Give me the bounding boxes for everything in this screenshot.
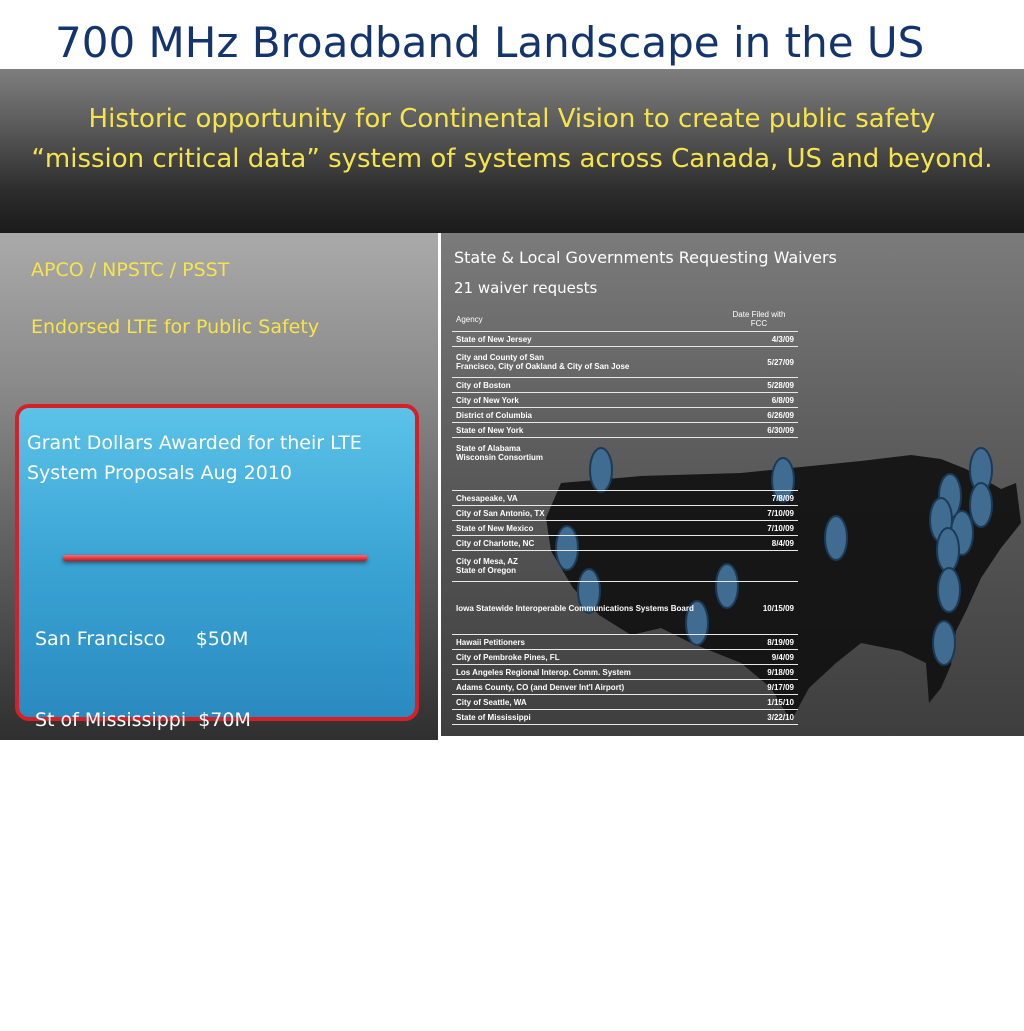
table-header-row: Agency Date Filed with FCC	[452, 307, 798, 332]
table-row: City of Charlotte, NC 8/4/09	[452, 535, 798, 551]
right-panel: State & Local Governments Requesting Wai…	[441, 233, 1024, 736]
table-row: City of Mesa, AZ State of Oregon	[452, 550, 798, 582]
date-cell: 7/10/09	[720, 505, 798, 521]
table-row: State of Alabama Wisconsin Consortium	[452, 437, 798, 491]
date-cell: 6/30/09	[720, 422, 798, 438]
table-row: Iowa Statewide Interoperable Communicati…	[452, 581, 798, 635]
date-cell	[720, 550, 798, 582]
agency-line: City and County of San	[456, 353, 544, 362]
agency-cell: City of Charlotte, NC	[452, 535, 720, 551]
award-item: St of Mississippi $70M	[35, 709, 251, 731]
slide-title: 700 MHz Broadband Landscape in the US	[55, 18, 925, 67]
date-cell: 5/28/09	[720, 377, 798, 393]
agency-cell: City of Pembroke Pines, FL	[452, 649, 720, 665]
agency-cell: City of San Antonio, TX	[452, 505, 720, 521]
award-item: State of New Mexico $39M	[35, 952, 289, 974]
table-row: City of Pembroke Pines, FL 9/4/09	[452, 649, 798, 665]
agency-cell: Los Angeles Regional Interop. Comm. Syst…	[452, 664, 720, 680]
agency-line: State of Alabama	[456, 444, 521, 453]
date-cell: 8/19/09	[720, 634, 798, 650]
table-row: State of New York 6/30/09	[452, 422, 798, 438]
endorsed-lte-line: Endorsed LTE for Public Safety	[31, 316, 320, 338]
table-row: City of New York 6/8/09	[452, 392, 798, 408]
agency-line: Francisco, City of Oakland & City of San…	[456, 362, 630, 371]
agency-cell: District of Columbia	[452, 407, 720, 423]
date-cell: 9/4/09	[720, 649, 798, 665]
agency-cell: Iowa Statewide Interoperable Communicati…	[452, 581, 720, 635]
agency-cell: State of New York	[452, 422, 720, 438]
column-header-agency: Agency	[452, 307, 720, 332]
table-row: Adams County, CO (and Denver Int'l Airpo…	[452, 679, 798, 695]
column-header-date: Date Filed with FCC	[720, 307, 798, 332]
table-row: State of New Jersey 4/3/09	[452, 331, 798, 347]
grant-title: Grant Dollars Awarded for their LTE Syst…	[27, 432, 362, 484]
agency-cell: Hawaii Petitioners	[452, 634, 720, 650]
date-cell: 10/15/09	[720, 581, 798, 635]
date-cell: 6/8/09	[720, 392, 798, 408]
waivers-count: 21 waiver requests	[454, 279, 598, 297]
agency-line: State of Oregon	[456, 566, 517, 575]
agency-cell: Adams County, CO (and Denver Int'l Airpo…	[452, 679, 720, 695]
marker	[932, 620, 956, 666]
date-cell: 9/18/09	[720, 664, 798, 680]
date-cell: 5/27/09	[720, 346, 798, 378]
marker	[936, 527, 960, 573]
table-row: City of San Antonio, TX 7/10/09	[452, 505, 798, 521]
waivers-header: State & Local Governments Requesting Wai…	[454, 248, 837, 267]
marker	[937, 567, 961, 613]
marker	[969, 482, 993, 528]
award-item: City of Charlotte $16M	[35, 790, 256, 812]
table-row: Hawaii Petitioners 8/19/09	[452, 634, 798, 650]
agency-cell: City of Boston	[452, 377, 720, 393]
date-cell: 1/15/10	[720, 694, 798, 710]
award-item: San Francisco $50M	[35, 628, 249, 650]
marker	[824, 515, 848, 561]
table-row: City of Boston 5/28/09	[452, 377, 798, 393]
agency-cell: State of New Mexico	[452, 520, 720, 536]
agency-cell: State of Alabama Wisconsin Consortium	[452, 437, 720, 491]
banner: Historic opportunity for Continental Vis…	[0, 69, 1024, 233]
table-row: City and County of San Francisco, City of…	[452, 346, 798, 378]
banner-text: Historic opportunity for Continental Vis…	[31, 104, 993, 174]
grant-box: Grant Dollars Awarded for their LTE Syst…	[15, 404, 419, 974]
date-cell: 7/8/09	[720, 490, 798, 506]
red-divider	[63, 555, 367, 561]
agency-cell: City of Mesa, AZ State of Oregon	[452, 550, 720, 582]
table-row: District of Columbia 6/26/09	[452, 407, 798, 423]
table-row: State of New Mexico 7/10/09	[452, 520, 798, 536]
table-row: Los Angeles Regional Interop. Comm. Syst…	[452, 664, 798, 680]
agency-line: City of Mesa, AZ	[456, 557, 518, 566]
agency-cell: Chesapeake, VA	[452, 490, 720, 506]
agency-cell: City and County of San Francisco, City of…	[452, 346, 720, 378]
table-row: City of Seattle, WA 1/15/10	[452, 694, 798, 710]
date-cell	[720, 437, 798, 491]
date-cell: 9/17/09	[720, 679, 798, 695]
agency-cell: City of Seattle, WA	[452, 694, 720, 710]
agency-line: Wisconsin Consortium	[456, 453, 544, 462]
date-cell: 8/4/09	[720, 535, 798, 551]
table-row: State of Mississippi 3/22/10	[452, 709, 798, 725]
agency-cell: State of Mississippi	[452, 709, 720, 725]
date-cell: 7/10/09	[720, 520, 798, 536]
table-row: Chesapeake, VA 7/8/09	[452, 490, 798, 506]
date-cell: 4/3/09	[720, 331, 798, 347]
waiver-table: Agency Date Filed with FCC State of New …	[452, 307, 798, 725]
agency-cell: City of New York	[452, 392, 720, 408]
date-cell: 3/22/10	[720, 709, 798, 725]
apco-line: APCO / NPSTC / PSST	[31, 259, 230, 281]
date-cell: 6/26/09	[720, 407, 798, 423]
awards-list: San Francisco $50M St of Mississippi $70…	[35, 572, 288, 1031]
award-item: State of New Jersey $39M	[35, 871, 280, 893]
agency-cell: State of New Jersey	[452, 331, 720, 347]
